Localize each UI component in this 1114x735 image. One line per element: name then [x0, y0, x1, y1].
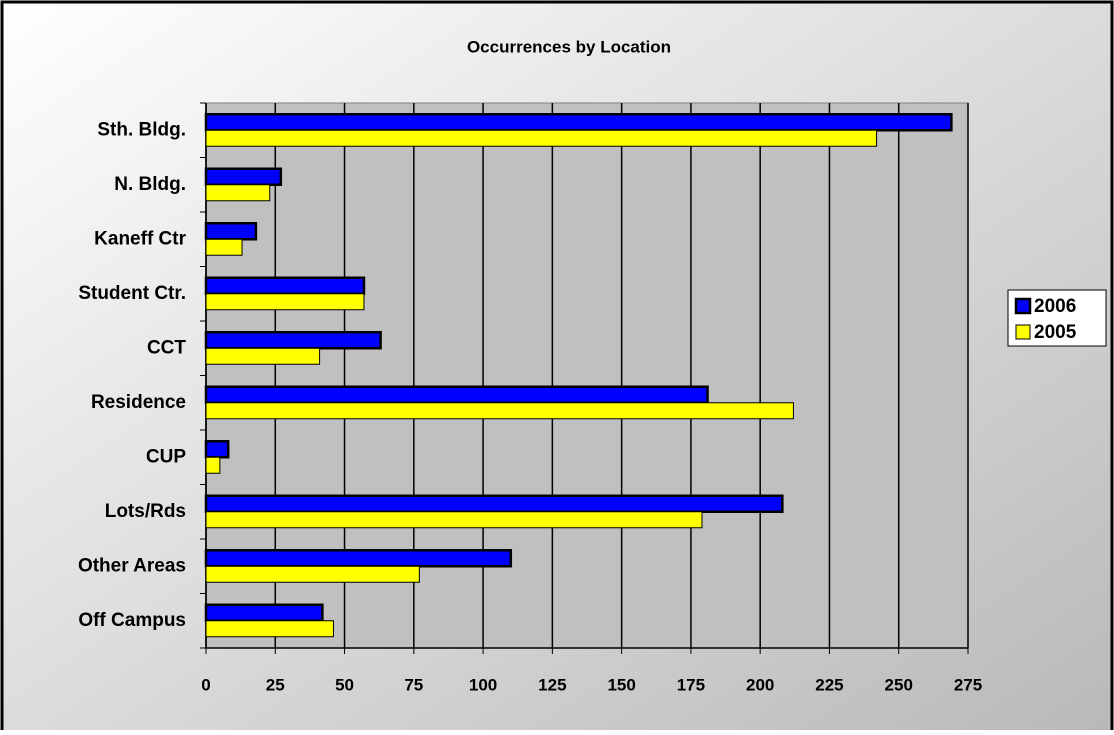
bar: [204, 494, 784, 513]
bar: [205, 184, 271, 202]
x-tick-label: 0: [201, 675, 210, 694]
bar: [204, 385, 709, 404]
x-tick-label: 250: [885, 675, 913, 694]
y-tick-label: Lots/Rds: [105, 501, 186, 522]
bar: [205, 511, 703, 529]
chart-title: Occurrences by Location: [467, 37, 671, 56]
bar: [204, 603, 324, 622]
y-tick-label: N. Bldg.: [114, 174, 186, 195]
y-tick-label: Other Areas: [78, 555, 186, 576]
x-tick-label: 25: [266, 675, 285, 694]
y-tick-label: CCT: [147, 337, 186, 358]
y-tick-label: Student Ctr.: [78, 283, 186, 304]
x-tick-label: 175: [677, 675, 705, 694]
bar: [204, 222, 258, 241]
legend-label: 2005: [1034, 322, 1077, 343]
bar: [204, 113, 953, 132]
bar: [205, 565, 420, 583]
y-tick-label: Kaneff Ctr: [94, 228, 186, 249]
x-tick-label: 225: [815, 675, 843, 694]
bar: [205, 347, 321, 365]
bar: [205, 238, 243, 256]
x-tick-label: 100: [469, 675, 497, 694]
bar: [205, 129, 878, 147]
bar: [204, 276, 366, 295]
x-tick-label: 275: [954, 675, 982, 694]
bar: [204, 440, 230, 459]
y-tick-label: CUP: [146, 446, 186, 467]
x-tick-label: 150: [607, 675, 635, 694]
legend-swatch: [1014, 297, 1032, 315]
y-tick-label: Off Campus: [78, 610, 186, 631]
y-tick-label: Residence: [91, 392, 186, 413]
bar: [204, 549, 513, 568]
bar: [205, 620, 334, 638]
x-tick-label: 75: [404, 675, 423, 694]
bar: [205, 293, 365, 311]
x-tick-label: 200: [746, 675, 774, 694]
bar: [204, 167, 283, 186]
bar: [204, 331, 382, 350]
x-tick-label: 125: [538, 675, 566, 694]
legend-swatch: [1015, 324, 1031, 340]
legend-label: 2006: [1034, 296, 1076, 317]
y-tick-label: Sth. Bldg.: [97, 119, 186, 140]
x-tick-label: 50: [335, 675, 354, 694]
bar: [205, 456, 221, 474]
bar: [205, 402, 794, 420]
